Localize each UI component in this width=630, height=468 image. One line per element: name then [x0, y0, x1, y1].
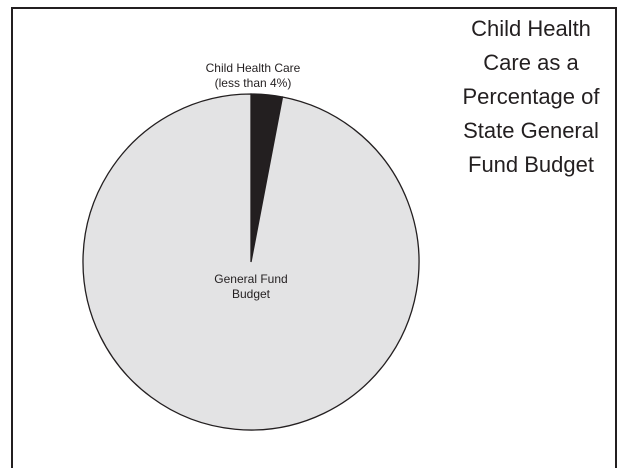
slice-label-2-line-1: General Fund	[214, 272, 287, 286]
slice-label-1: Child Health Care (less than 4%)	[206, 61, 301, 90]
slice-label-1-line-2: (less than 4%)	[215, 76, 292, 90]
slice-label-1-line-1: Child Health Care	[206, 61, 301, 75]
slice-label-2: General Fund Budget	[214, 272, 287, 301]
chart-title-line-4: State General	[463, 118, 599, 143]
pie-slice-2	[82, 93, 420, 431]
chart-title-line-1: Child Health	[471, 16, 591, 41]
chart-title: Child Health Care as a Percentage of Sta…	[442, 12, 620, 182]
chart-title-line-3: Percentage of	[462, 84, 600, 109]
chart-title-line-2: Care as a	[483, 50, 579, 75]
chart-title-line-5: Fund Budget	[468, 152, 594, 177]
slice-label-2-line-2: Budget	[232, 287, 271, 301]
